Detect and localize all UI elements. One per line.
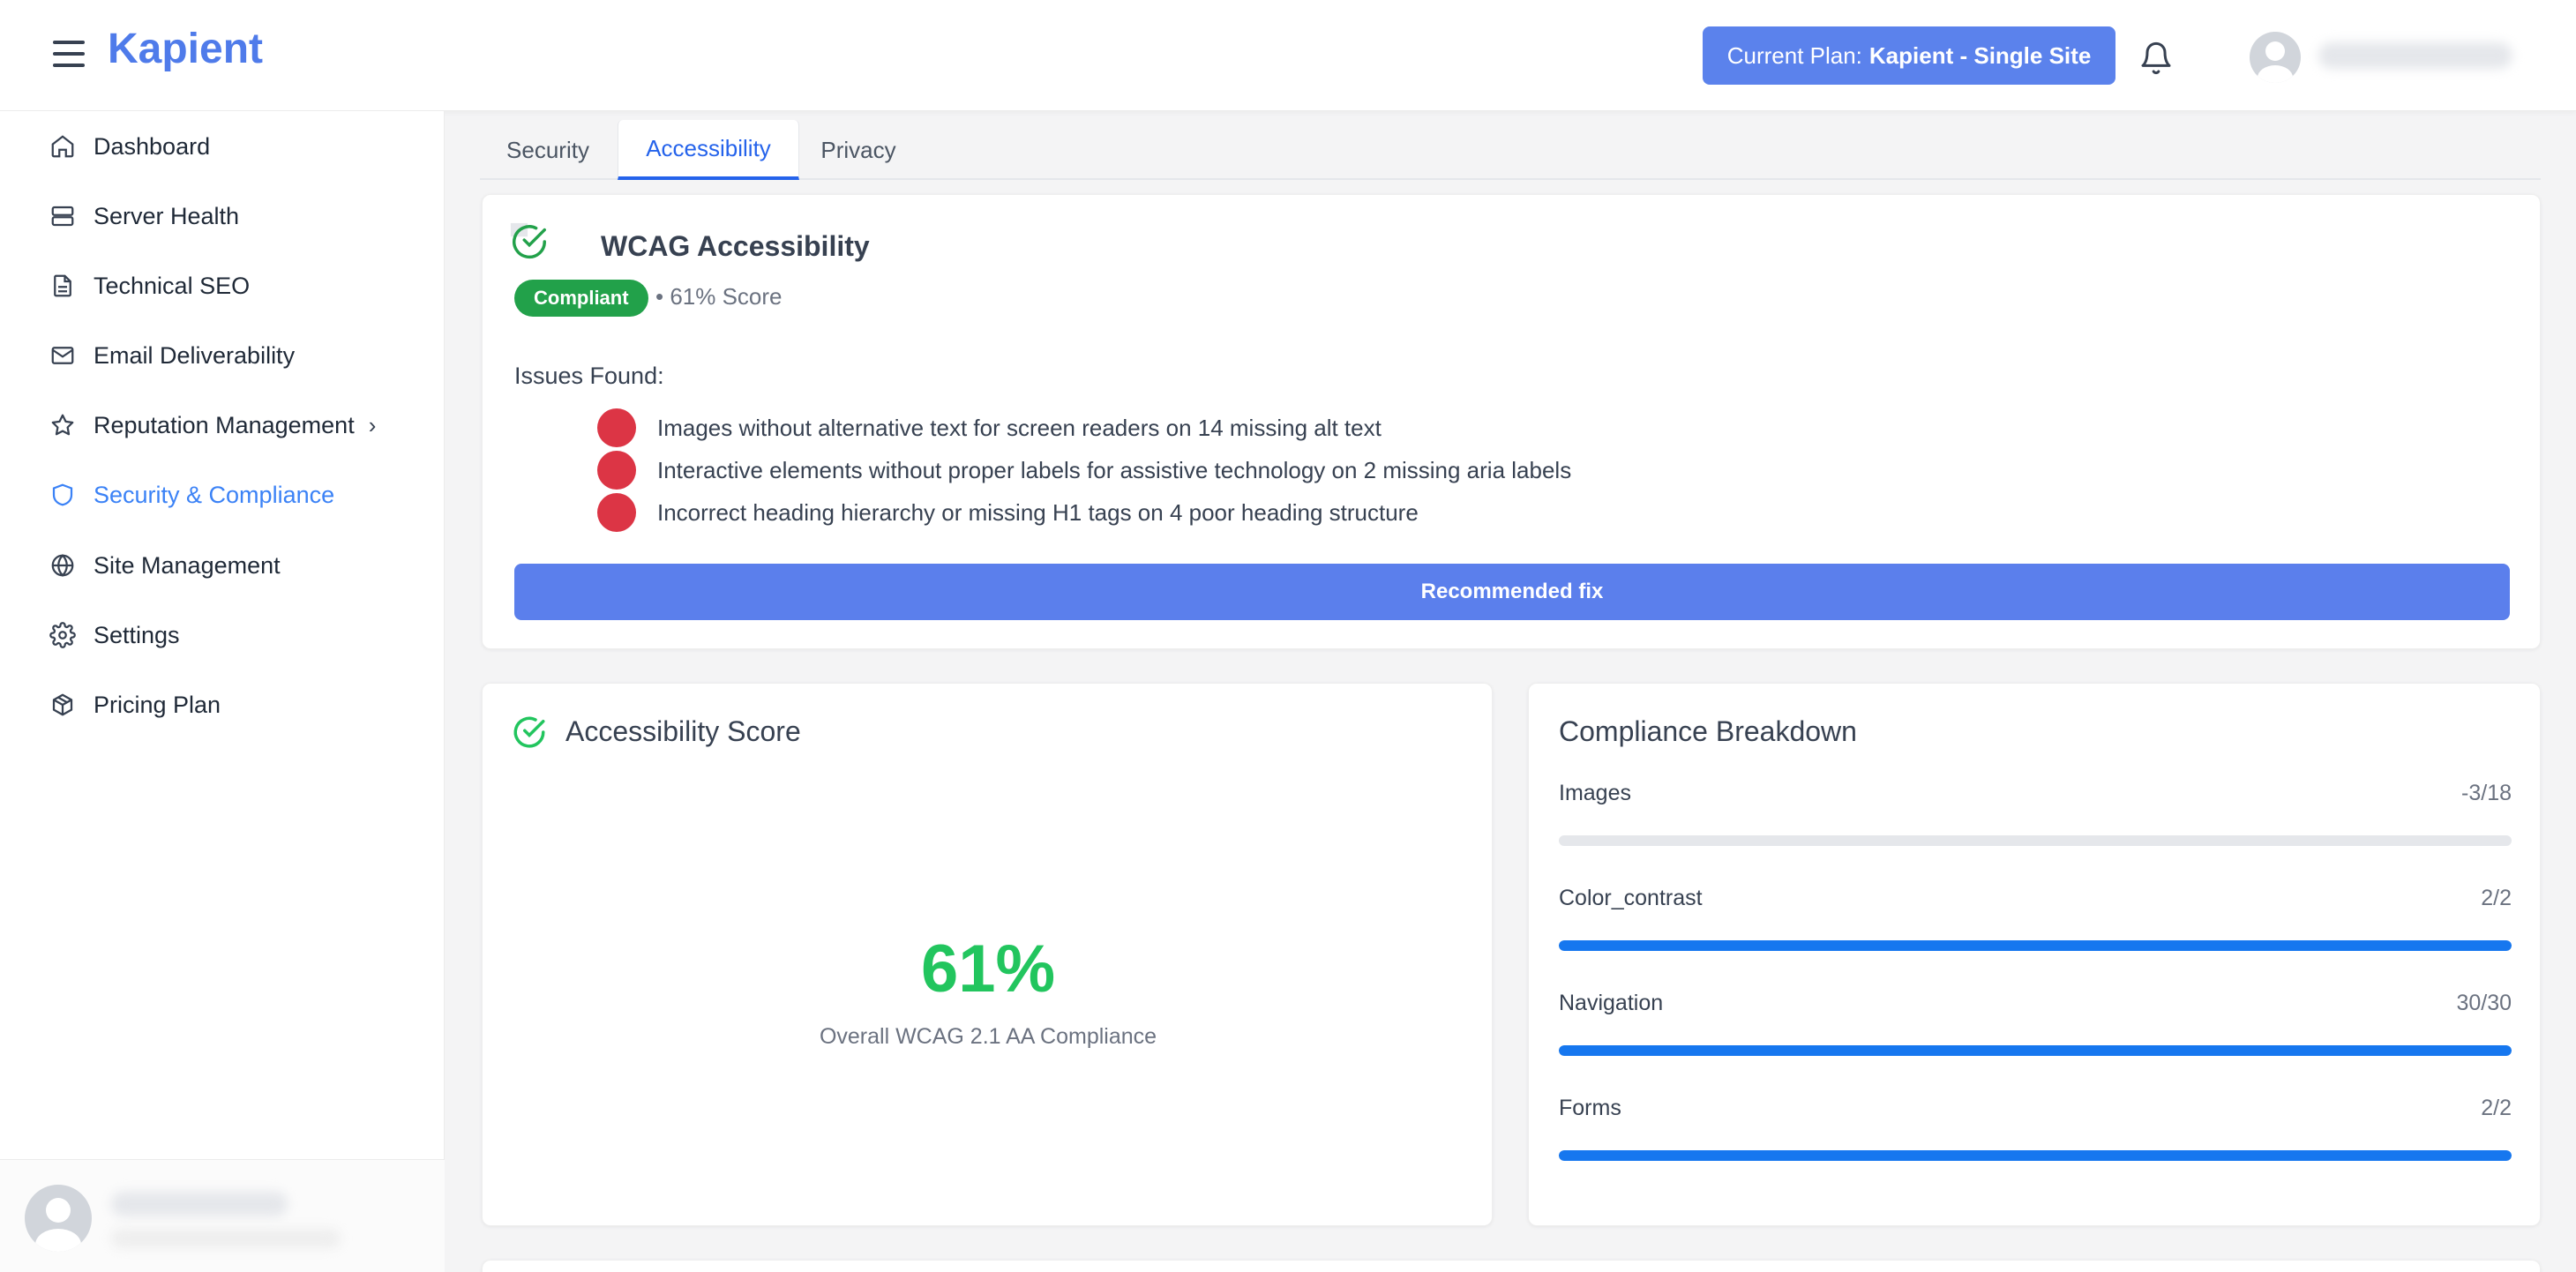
wcag-title: WCAG Accessibility xyxy=(601,230,870,262)
mail-icon xyxy=(51,347,74,364)
sidebar-item-settings[interactable]: Settings xyxy=(49,617,180,653)
progress-track xyxy=(1559,835,2512,846)
recommended-fix-button[interactable]: Recommended fix xyxy=(514,564,2510,620)
sidebar-item-label: Settings xyxy=(94,621,180,648)
star-icon xyxy=(51,414,74,436)
progress-track xyxy=(1559,940,2512,951)
breakdown-label: Images xyxy=(1559,781,1631,805)
progress-fill xyxy=(1559,1150,2512,1161)
sidebar-item-label: Reputation Management xyxy=(94,411,355,438)
sidebar-user-panel[interactable] xyxy=(0,1159,445,1272)
gear-icon xyxy=(49,622,76,648)
shield-icon xyxy=(52,483,73,506)
breakdown-label: Color_contrast xyxy=(1559,886,1703,910)
tab-accessibility[interactable]: Accessibility xyxy=(618,120,799,180)
next-card-partial xyxy=(482,1260,2541,1272)
breakdown-title: Compliance Breakdown xyxy=(1559,715,1857,747)
top-header: Kapient Current Plan: Kapient - Single S… xyxy=(0,0,2576,111)
breakdown-row: Images -3/18 xyxy=(1559,781,2512,860)
sidebar-item-site-management[interactable]: Site Management xyxy=(49,548,281,583)
issue-text: Interactive elements without proper labe… xyxy=(657,456,1572,483)
sidebar-item-label: Server Health xyxy=(94,202,240,229)
server-icon xyxy=(51,206,74,227)
user-avatar[interactable] xyxy=(25,1185,92,1252)
current-plan-button[interactable]: Current Plan: Kapient - Single Site xyxy=(1703,26,2115,85)
score-card-title: Accessibility Score xyxy=(565,715,801,747)
error-dot-icon xyxy=(597,493,636,532)
document-icon xyxy=(54,274,71,297)
compliance-tabs: Security Accessibility Privacy xyxy=(480,120,2541,180)
accessibility-score-card: Accessibility Score 61% Overall WCAG 2.1… xyxy=(482,683,1493,1226)
check-circle-icon xyxy=(513,716,545,748)
issue-item: Images without alternative text for scre… xyxy=(597,408,1382,447)
menu-icon[interactable] xyxy=(53,41,85,67)
home-icon xyxy=(51,135,74,158)
sidebar-item-security-compliance[interactable]: Security & Compliance xyxy=(49,477,334,513)
sidebar-item-label: Email Deliverability xyxy=(94,341,296,369)
sidebar-item-label: Security & Compliance xyxy=(94,481,335,508)
tab-privacy[interactable]: Privacy xyxy=(820,136,896,163)
breakdown-label: Forms xyxy=(1559,1096,1621,1120)
breakdown-value: 2/2 xyxy=(2481,1096,2512,1120)
sidebar-item-label: Site Management xyxy=(94,551,281,579)
score-value: 61% xyxy=(920,932,1056,1006)
plan-prefix: Current Plan: xyxy=(1726,41,1862,69)
wcag-score-text: • 61% Score xyxy=(655,283,783,310)
sidebar-item-label: Dashboard xyxy=(94,132,211,160)
breakdown-row: Color_contrast 2/2 xyxy=(1559,886,2512,965)
chevron-right-icon: › xyxy=(368,411,377,438)
progress-track xyxy=(1559,1150,2512,1161)
status-badge: Compliant xyxy=(514,280,648,317)
breakdown-value: 2/2 xyxy=(2481,886,2512,910)
sidebar-item-pricing-plan[interactable]: Pricing Plan xyxy=(49,687,221,722)
score-subtitle: Overall WCAG 2.1 AA Compliance xyxy=(819,1024,1157,1049)
sidebar-item-server-health[interactable]: Server Health xyxy=(49,198,239,234)
plan-name: Kapient - Single Site xyxy=(1868,41,2092,69)
error-dot-icon xyxy=(597,408,636,447)
issue-item: Interactive elements without proper labe… xyxy=(597,451,1571,490)
user-avatar[interactable] xyxy=(2250,32,2301,83)
sidebar-item-email-deliverability[interactable]: Email Deliverability xyxy=(49,338,295,373)
issue-text: Incorrect heading hierarchy or missing H… xyxy=(657,498,1419,526)
globe-icon xyxy=(51,554,74,577)
bell-icon[interactable] xyxy=(2138,39,2174,78)
package-icon xyxy=(52,693,73,716)
sidebar-item-technical-seo[interactable]: Technical SEO xyxy=(49,268,250,303)
user-name-blurred xyxy=(111,1192,288,1216)
issues-label: Issues Found: xyxy=(514,363,664,389)
user-email-blurred xyxy=(111,1229,341,1248)
breakdown-value: -3/18 xyxy=(2461,781,2512,805)
error-dot-icon xyxy=(597,451,636,490)
issue-text: Images without alternative text for scre… xyxy=(657,414,1382,441)
compliance-breakdown-card: Compliance Breakdown Images -3/18 Color_… xyxy=(1528,683,2541,1226)
sidebar-item-label: Pricing Plan xyxy=(94,691,221,718)
check-circle-icon xyxy=(510,222,546,259)
breakdown-value: 30/30 xyxy=(2456,991,2512,1015)
sidebar: Dashboard Server Health Technical SEO Em… xyxy=(0,111,445,1272)
breakdown-row: Forms 2/2 xyxy=(1559,1096,2512,1175)
progress-fill xyxy=(1559,1045,2512,1056)
user-name-blurred xyxy=(2318,42,2512,69)
sidebar-item-dashboard[interactable]: Dashboard xyxy=(49,129,210,164)
tab-security[interactable]: Security xyxy=(506,136,589,163)
progress-track xyxy=(1559,1045,2512,1056)
sidebar-item-reputation-management[interactable]: Reputation Management › xyxy=(49,408,376,443)
breakdown-label: Navigation xyxy=(1559,991,1664,1015)
wcag-accessibility-card: WCAG Accessibility Compliant • 61% Score… xyxy=(482,194,2541,649)
breakdown-row: Navigation 30/30 xyxy=(1559,991,2512,1070)
sidebar-item-label: Technical SEO xyxy=(94,272,251,299)
app-logo[interactable]: Kapient xyxy=(108,26,264,72)
issue-item: Incorrect heading hierarchy or missing H… xyxy=(597,493,1419,532)
progress-fill xyxy=(1559,940,2512,951)
